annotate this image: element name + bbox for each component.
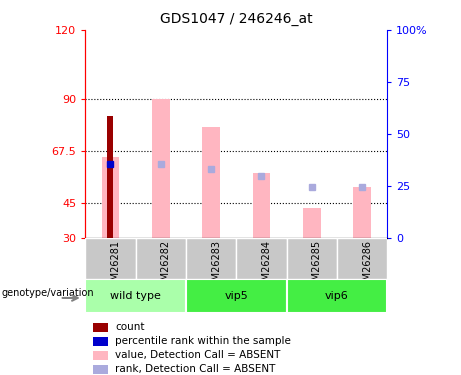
Text: GSM26282: GSM26282 [161, 240, 171, 293]
Bar [202, 127, 220, 238]
Text: GSM26286: GSM26286 [362, 240, 372, 293]
Bar [93, 351, 108, 360]
Text: genotype/variation: genotype/variation [2, 288, 95, 298]
Bar [186, 279, 287, 313]
Bar [337, 238, 387, 279]
Bar [152, 99, 170, 238]
Text: percentile rank within the sample: percentile rank within the sample [115, 336, 291, 346]
Bar [303, 208, 320, 238]
Text: GSM26285: GSM26285 [312, 240, 322, 293]
Bar [287, 279, 387, 313]
Bar [93, 322, 108, 332]
Bar [136, 238, 186, 279]
Bar [186, 238, 236, 279]
Bar [353, 187, 371, 238]
Text: rank, Detection Call = ABSENT: rank, Detection Call = ABSENT [115, 364, 276, 374]
Bar [253, 173, 270, 238]
Bar [101, 157, 119, 238]
Text: vip6: vip6 [325, 291, 349, 301]
Bar [93, 364, 108, 374]
Text: value, Detection Call = ABSENT: value, Detection Call = ABSENT [115, 350, 281, 360]
Text: wild type: wild type [110, 291, 161, 301]
Bar [93, 337, 108, 346]
Bar [85, 279, 186, 313]
Text: GSM26281: GSM26281 [111, 240, 120, 293]
Text: vip5: vip5 [225, 291, 248, 301]
Text: GSM26284: GSM26284 [261, 240, 272, 293]
Bar [236, 238, 287, 279]
Bar [85, 238, 136, 279]
Title: GDS1047 / 246246_at: GDS1047 / 246246_at [160, 12, 313, 26]
Bar [107, 116, 113, 238]
Text: count: count [115, 322, 145, 332]
Bar [287, 238, 337, 279]
Text: GSM26283: GSM26283 [211, 240, 221, 293]
